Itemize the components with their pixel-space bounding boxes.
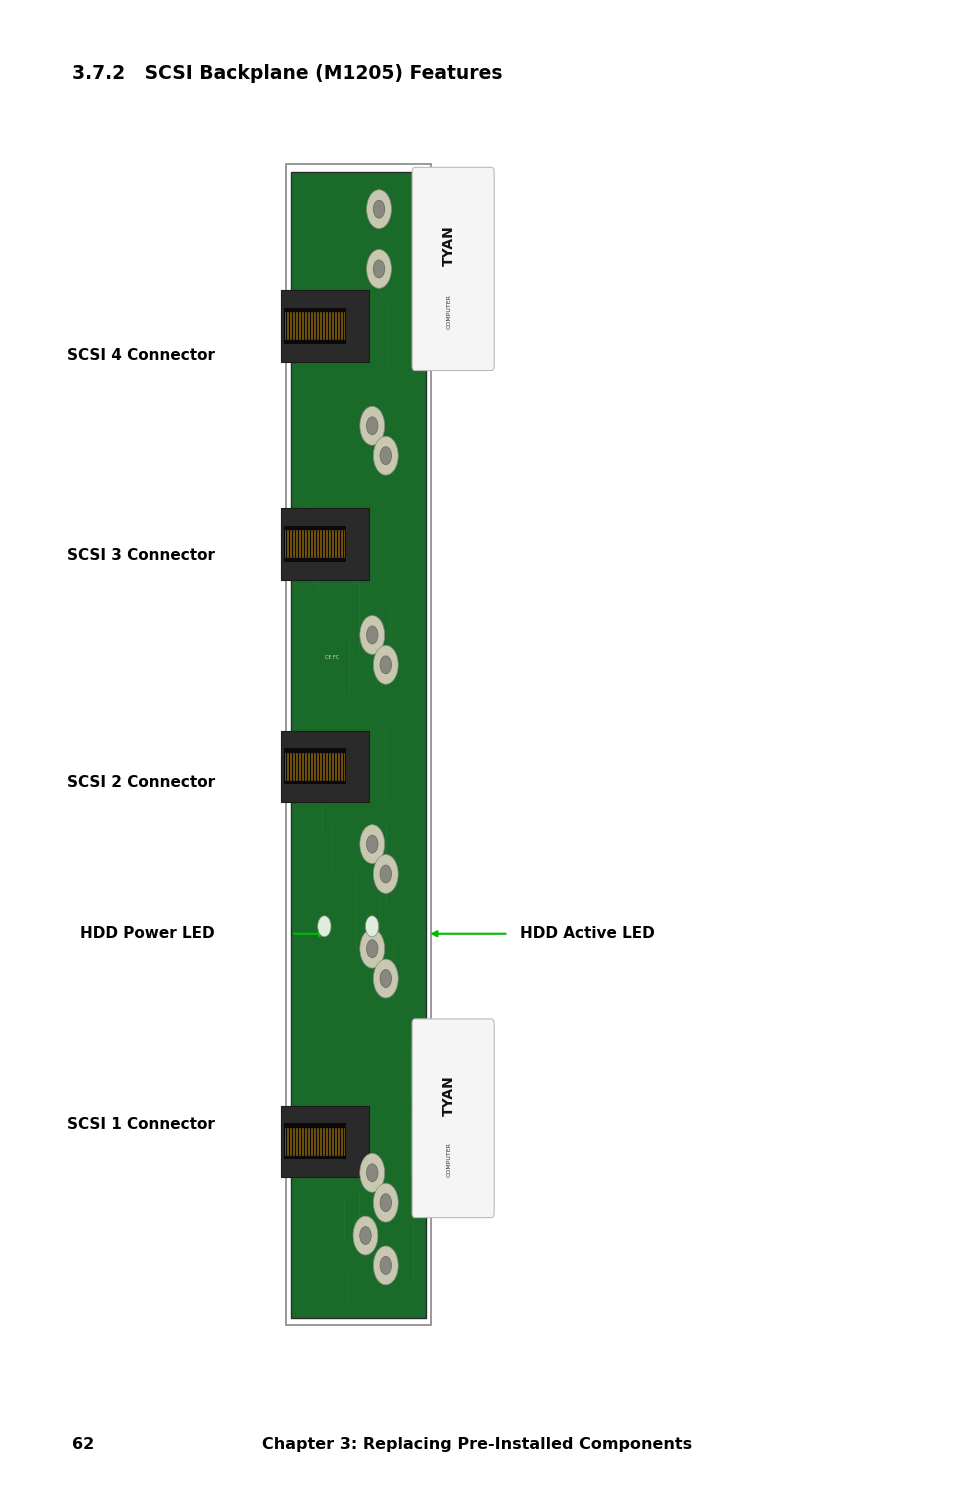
Circle shape — [373, 436, 397, 475]
FancyBboxPatch shape — [412, 1019, 494, 1218]
Text: COMPUTER: COMPUTER — [446, 1143, 452, 1177]
Text: Chapter 3: Replacing Pre-Installed Components: Chapter 3: Replacing Pre-Installed Compo… — [262, 1437, 691, 1452]
Text: 3.7.2   SCSI Backplane (M1205) Features: 3.7.2 SCSI Backplane (M1205) Features — [71, 64, 501, 84]
Circle shape — [373, 959, 397, 998]
Bar — [284, 526, 346, 562]
Bar — [281, 1106, 369, 1177]
Circle shape — [366, 190, 391, 229]
Text: CE FC: CE FC — [324, 654, 338, 660]
Text: SCSI 1 Connector: SCSI 1 Connector — [67, 1118, 214, 1132]
Text: SCSI 2 Connector: SCSI 2 Connector — [67, 775, 214, 790]
Circle shape — [379, 656, 391, 674]
Bar — [284, 748, 346, 784]
Bar — [281, 508, 369, 580]
Circle shape — [373, 645, 397, 684]
Circle shape — [373, 200, 384, 218]
Circle shape — [373, 855, 397, 893]
Circle shape — [366, 417, 377, 435]
Text: TYAN: TYAN — [442, 226, 456, 266]
Circle shape — [365, 916, 378, 937]
Circle shape — [379, 970, 391, 988]
Bar — [291, 172, 426, 1318]
FancyBboxPatch shape — [412, 167, 494, 371]
Text: SCSI 3 Connector: SCSI 3 Connector — [67, 548, 214, 563]
Text: HDD Active LED: HDD Active LED — [519, 926, 654, 941]
Text: TYAN: TYAN — [442, 1076, 456, 1116]
Circle shape — [366, 1164, 377, 1182]
Circle shape — [366, 249, 391, 288]
Circle shape — [359, 406, 384, 445]
Circle shape — [366, 835, 377, 853]
Text: SCSI 4 Connector: SCSI 4 Connector — [67, 348, 214, 363]
Circle shape — [379, 447, 391, 465]
Circle shape — [366, 940, 377, 958]
Bar — [284, 308, 346, 344]
Circle shape — [317, 916, 331, 937]
Bar — [286, 164, 431, 1325]
Circle shape — [373, 260, 384, 278]
Circle shape — [373, 1246, 397, 1285]
Circle shape — [359, 929, 384, 968]
Circle shape — [373, 1183, 397, 1222]
Bar — [281, 731, 369, 802]
Circle shape — [359, 1227, 371, 1245]
Bar — [281, 290, 369, 362]
Circle shape — [353, 1216, 377, 1255]
Text: HDD Power LED: HDD Power LED — [80, 926, 214, 941]
Circle shape — [379, 1194, 391, 1212]
Text: 62: 62 — [71, 1437, 93, 1452]
Text: COMPUTER: COMPUTER — [446, 294, 452, 329]
Circle shape — [366, 626, 377, 644]
Circle shape — [359, 1153, 384, 1192]
Circle shape — [379, 1256, 391, 1274]
Circle shape — [359, 616, 384, 654]
Bar — [284, 1123, 346, 1159]
Circle shape — [359, 825, 384, 864]
Circle shape — [379, 865, 391, 883]
